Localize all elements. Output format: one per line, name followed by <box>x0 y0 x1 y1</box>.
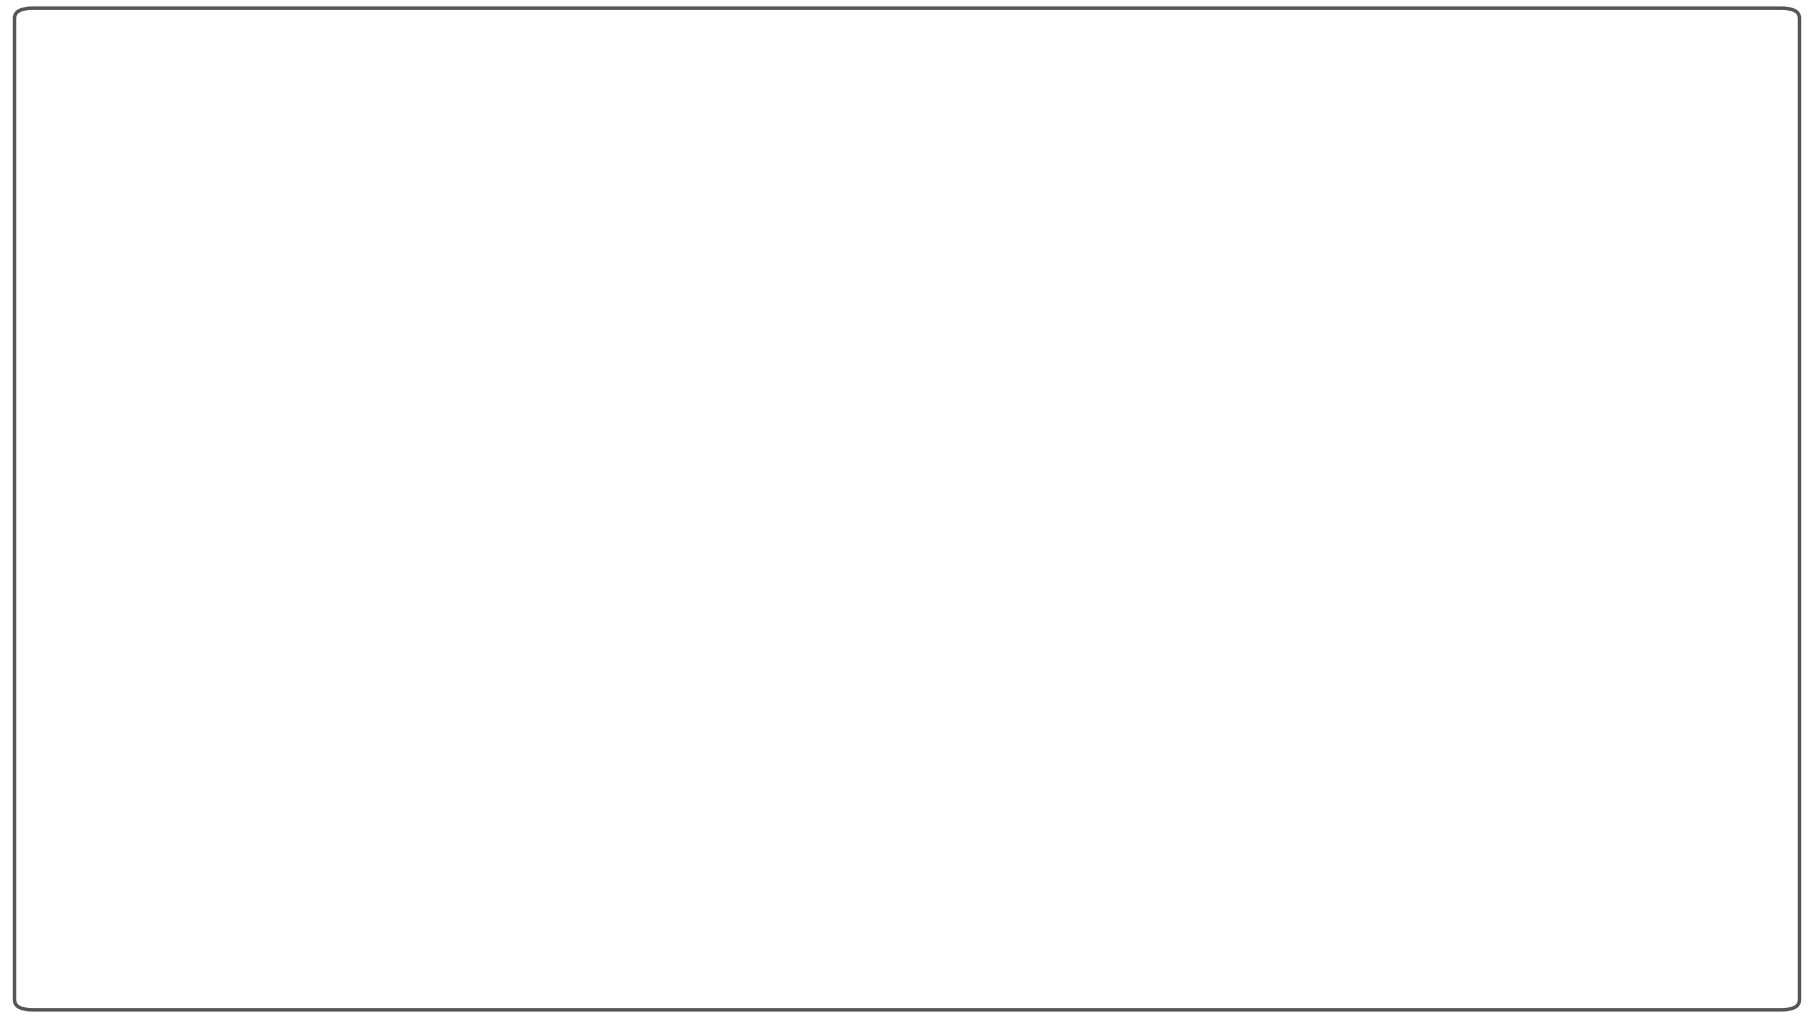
Bar <box>209 234 287 321</box>
Text: $\theta$: $\theta$ <box>619 347 629 363</box>
Text: $L_1$: $L_1$ <box>201 372 218 390</box>
Text: At what angle $\theta$ does the block separate from semi-circular surface? (You : At what angle $\theta$ does the block se… <box>87 870 1375 893</box>
Text: $k$: $k$ <box>165 203 176 219</box>
Bar <box>296 234 317 366</box>
Bar <box>100 234 132 377</box>
Text: A block of mass  $m$ = 1.08 kg is held in place by the compressed spring and the: A block of mass $m$ = 1.08 kg is held in… <box>87 56 1134 79</box>
Text: 数字: 数字 <box>154 934 174 948</box>
Text: $G$: $G$ <box>299 371 314 387</box>
Text: $R$: $R$ <box>666 414 678 433</box>
Bar <box>87 914 405 967</box>
Text: $g$: $g$ <box>379 433 390 448</box>
Text: The spring has a stiffness of $k$ = 1,200 N/m and is compressed to a length of $: The spring has a stiffness of $k$ = 1,20… <box>87 596 1290 618</box>
Text: The gate G is released and the spring expands to its undeformed length, propelli: The gate G is released and the spring ex… <box>87 687 1346 710</box>
Text: Assume negligible friction.: Assume negligible friction. <box>87 779 327 797</box>
Text: 单位: 单位 <box>317 934 337 948</box>
Text: $m$: $m$ <box>239 270 256 285</box>
